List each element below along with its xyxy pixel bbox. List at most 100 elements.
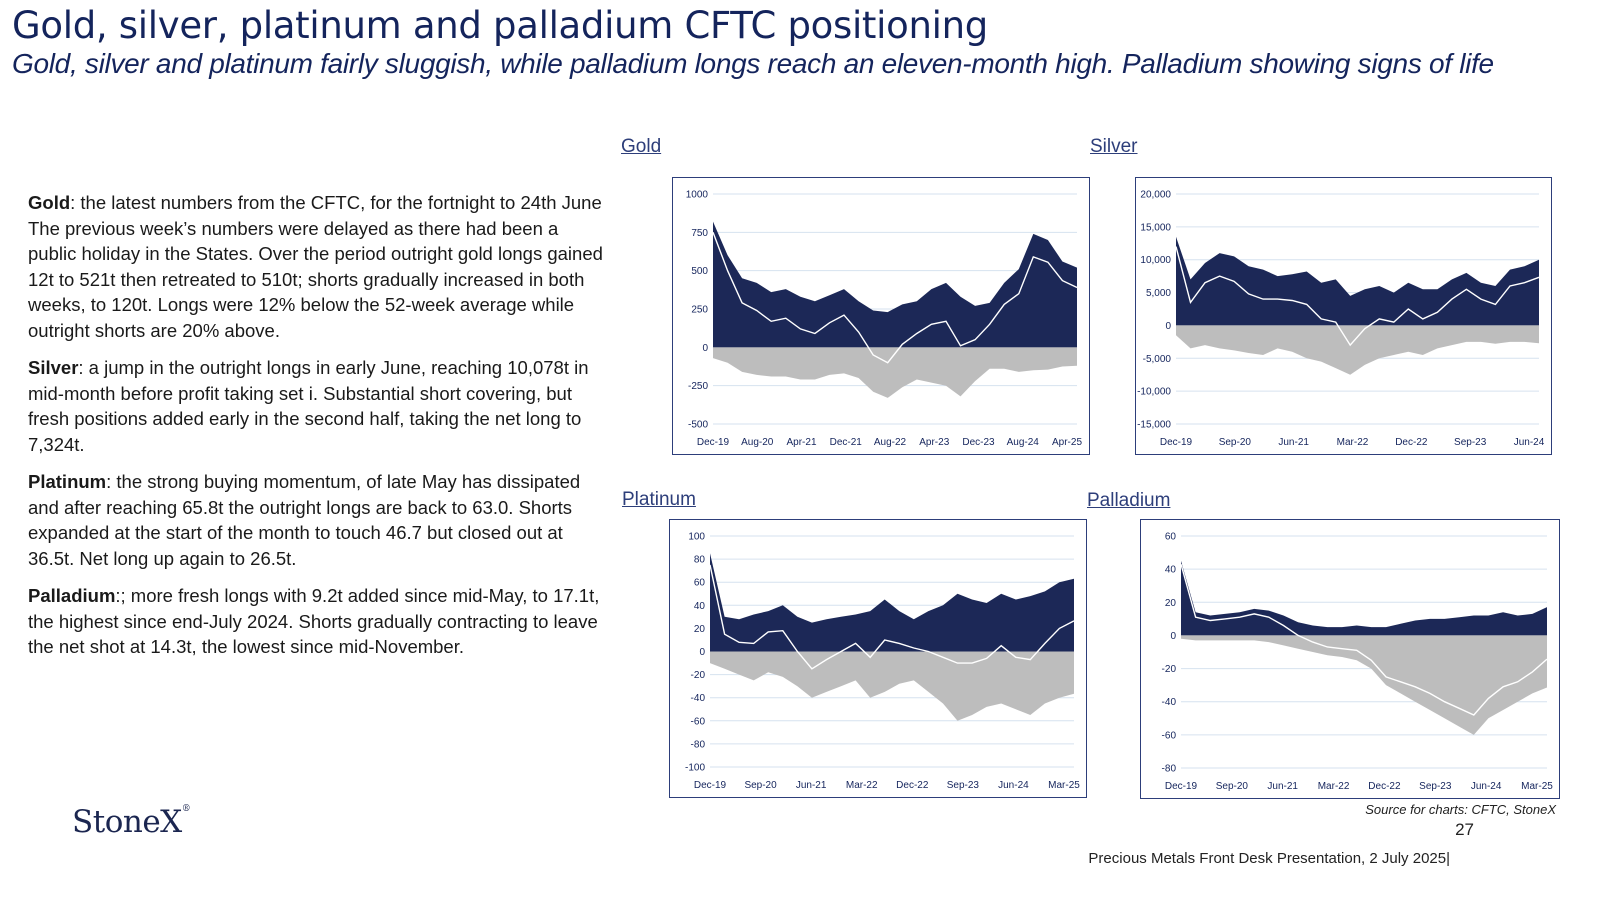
commentary-silver-text: : a jump in the outright longs in early … [28, 357, 589, 455]
silver-x-tick-label: Sep-20 [1219, 437, 1252, 448]
commentary-silver: Silver: a jump in the outright longs in … [28, 355, 603, 457]
gold-longs-area [713, 221, 1077, 348]
platinum-x-tick-label: Mar-25 [1048, 780, 1080, 791]
chart-silver: 20,000 15,000 10,000 5,000 0 -5,000 -10,000 -15… [1135, 177, 1552, 455]
silver-y-tick-label: -15,000 [1137, 420, 1171, 431]
palladium-y-tick-label: -80 [1162, 764, 1177, 775]
palladium-x-tick-label: Sep-20 [1216, 781, 1249, 792]
commentary-platinum-label: Platinum [28, 471, 107, 492]
silver-y-tick-label: 0 [1165, 321, 1171, 332]
gold-y-tick-label: -500 [688, 420, 708, 431]
commentary-gold: Gold: the latest numbers from the CFTC, … [28, 190, 603, 343]
stonex-logo: StoneX® [72, 804, 191, 840]
chart-platinum-svg: 100 80 60 40 20 0 -20 -40 -60 -80 -100 Dec-19 Sep-20… [685, 532, 1080, 792]
commentary-gold-text: : the latest numbers from the CFTC, for … [28, 192, 603, 341]
commentary-platinum: Platinum: the strong buying momentum, of… [28, 469, 603, 571]
silver-longs-area [1176, 236, 1539, 326]
gold-y-tick-label: 1000 [686, 190, 709, 201]
platinum-x-tick-label: Sep-23 [947, 780, 980, 791]
gold-x-tick-label: Dec-19 [697, 437, 730, 448]
silver-y-tick-label: 10,000 [1140, 255, 1171, 266]
platinum-y-tick-label: 80 [694, 555, 706, 566]
platinum-y-tick-label: 20 [694, 624, 706, 635]
chart-title-palladium: Palladium [1087, 490, 1171, 511]
platinum-y-tick-label: -40 [691, 693, 706, 704]
palladium-y-tick-label: 20 [1165, 598, 1177, 609]
gold-x-tick-label: Apr-25 [1052, 437, 1082, 448]
silver-x-tick-label: Sep-23 [1454, 437, 1487, 448]
silver-x-tick-label: Jun-21 [1278, 437, 1309, 448]
gold-x-tick-label: Apr-23 [919, 437, 949, 448]
commentary-gold-label: Gold [28, 192, 71, 213]
gold-x-tick-label: Dec-23 [962, 437, 995, 448]
chart-gold: 1000 750 500 250 0 -250 -500 Dec-19 Aug-20 Apr-21… [672, 177, 1090, 455]
commentary-palladium-text: :; more fresh longs with 9.2t added sinc… [28, 585, 600, 657]
chart-title-gold: Gold [621, 136, 662, 157]
palladium-x-tick-label: Dec-19 [1165, 781, 1198, 792]
commentary-palladium-label: Palladium [28, 585, 116, 606]
platinum-net-line [709, 564, 1075, 670]
palladium-longs-area [1181, 560, 1547, 636]
silver-y-tick-label: 5,000 [1146, 288, 1171, 299]
page-subtitle: Gold, silver and platinum fairly sluggis… [12, 48, 1494, 79]
chart-platinum: 100 80 60 40 20 0 -20 -40 -60 -80 -100 Dec-19 Sep-20… [669, 519, 1087, 798]
palladium-y-tick-label: 40 [1165, 565, 1177, 576]
silver-y-tick-label: 20,000 [1140, 190, 1171, 201]
page-title: Gold, silver, platinum and palladium CFT… [12, 4, 988, 47]
gold-x-tick-label: Dec-21 [830, 437, 863, 448]
palladium-x-tick-label: Jun-24 [1471, 781, 1502, 792]
gold-x-tick-label: Apr-21 [786, 437, 816, 448]
page-number: 27 [1455, 820, 1474, 839]
commentary: Gold: the latest numbers from the CFTC, … [28, 190, 603, 672]
gold-shorts-area [713, 347, 1077, 398]
silver-x-tick-label: Dec-22 [1395, 437, 1428, 448]
silver-y-tick-label: -10,000 [1137, 387, 1171, 398]
logo-text: StoneX [72, 804, 182, 840]
silver-x-tick-label: Dec-19 [1160, 437, 1193, 448]
platinum-x-tick-label: Dec-19 [694, 780, 727, 791]
commentary-platinum-text: : the strong buying momentum, of late Ma… [28, 471, 581, 569]
gold-net-line [712, 232, 1078, 364]
chart-silver-svg: 20,000 15,000 10,000 5,000 0 -5,000 -10,000 -15… [1137, 190, 1545, 449]
platinum-longs-area [710, 553, 1074, 652]
palladium-x-tick-label: Sep-23 [1419, 781, 1452, 792]
chart-palladium-svg: 60 40 20 0 -20 -40 -60 -80 Dec-19 Sep-20 Jun-21 Mar… [1162, 532, 1554, 793]
palladium-y-tick-label: 0 [1170, 631, 1176, 642]
gold-y-tick-label: -250 [688, 381, 708, 392]
silver-shorts-area [1176, 325, 1539, 375]
palladium-x-tick-label: Dec-22 [1368, 781, 1401, 792]
silver-y-tick-label: 15,000 [1140, 222, 1171, 233]
silver-x-tick-label: Mar-22 [1337, 437, 1369, 448]
palladium-x-tick-label: Mar-22 [1318, 781, 1350, 792]
platinum-x-tick-label: Jun-24 [998, 780, 1029, 791]
gold-x-tick-label: Aug-22 [874, 437, 907, 448]
platinum-shorts-area [710, 651, 1074, 721]
palladium-y-tick-label: 60 [1165, 532, 1177, 543]
palladium-shorts-area [1181, 635, 1547, 735]
chart-title-platinum: Platinum [622, 489, 696, 510]
platinum-x-tick-label: Jun-21 [796, 780, 827, 791]
platinum-x-tick-label: Dec-22 [896, 780, 929, 791]
palladium-y-tick-label: -40 [1162, 697, 1177, 708]
silver-y-tick-label: -5,000 [1143, 354, 1172, 365]
platinum-y-tick-label: -60 [691, 716, 706, 727]
chart-gold-svg: 1000 750 500 250 0 -250 -500 Dec-19 Aug-20 Apr-21… [686, 190, 1083, 449]
footer-text: Precious Metals Front Desk Presentation,… [1088, 850, 1450, 867]
platinum-y-tick-label: 0 [699, 647, 705, 658]
gold-y-tick-label: 250 [691, 305, 708, 316]
chart-source: Source for charts: CFTC, StoneX [1365, 802, 1556, 817]
gold-x-tick-label: Aug-24 [1007, 437, 1040, 448]
gold-y-tick-label: 0 [702, 343, 708, 354]
platinum-y-tick-label: -20 [691, 670, 706, 681]
gold-y-tick-label: 500 [691, 266, 708, 277]
platinum-y-tick-label: -100 [685, 763, 705, 774]
palladium-y-tick-label: -20 [1162, 664, 1177, 675]
gold-y-tick-label: 750 [691, 228, 708, 239]
logo-mark: ® [181, 804, 191, 814]
commentary-silver-label: Silver [28, 357, 79, 378]
palladium-x-tick-label: Jun-21 [1267, 781, 1298, 792]
platinum-x-tick-label: Mar-22 [846, 780, 878, 791]
chart-title-silver: Silver [1090, 136, 1138, 157]
silver-net-line [1175, 246, 1540, 347]
platinum-y-tick-label: -80 [691, 739, 706, 750]
